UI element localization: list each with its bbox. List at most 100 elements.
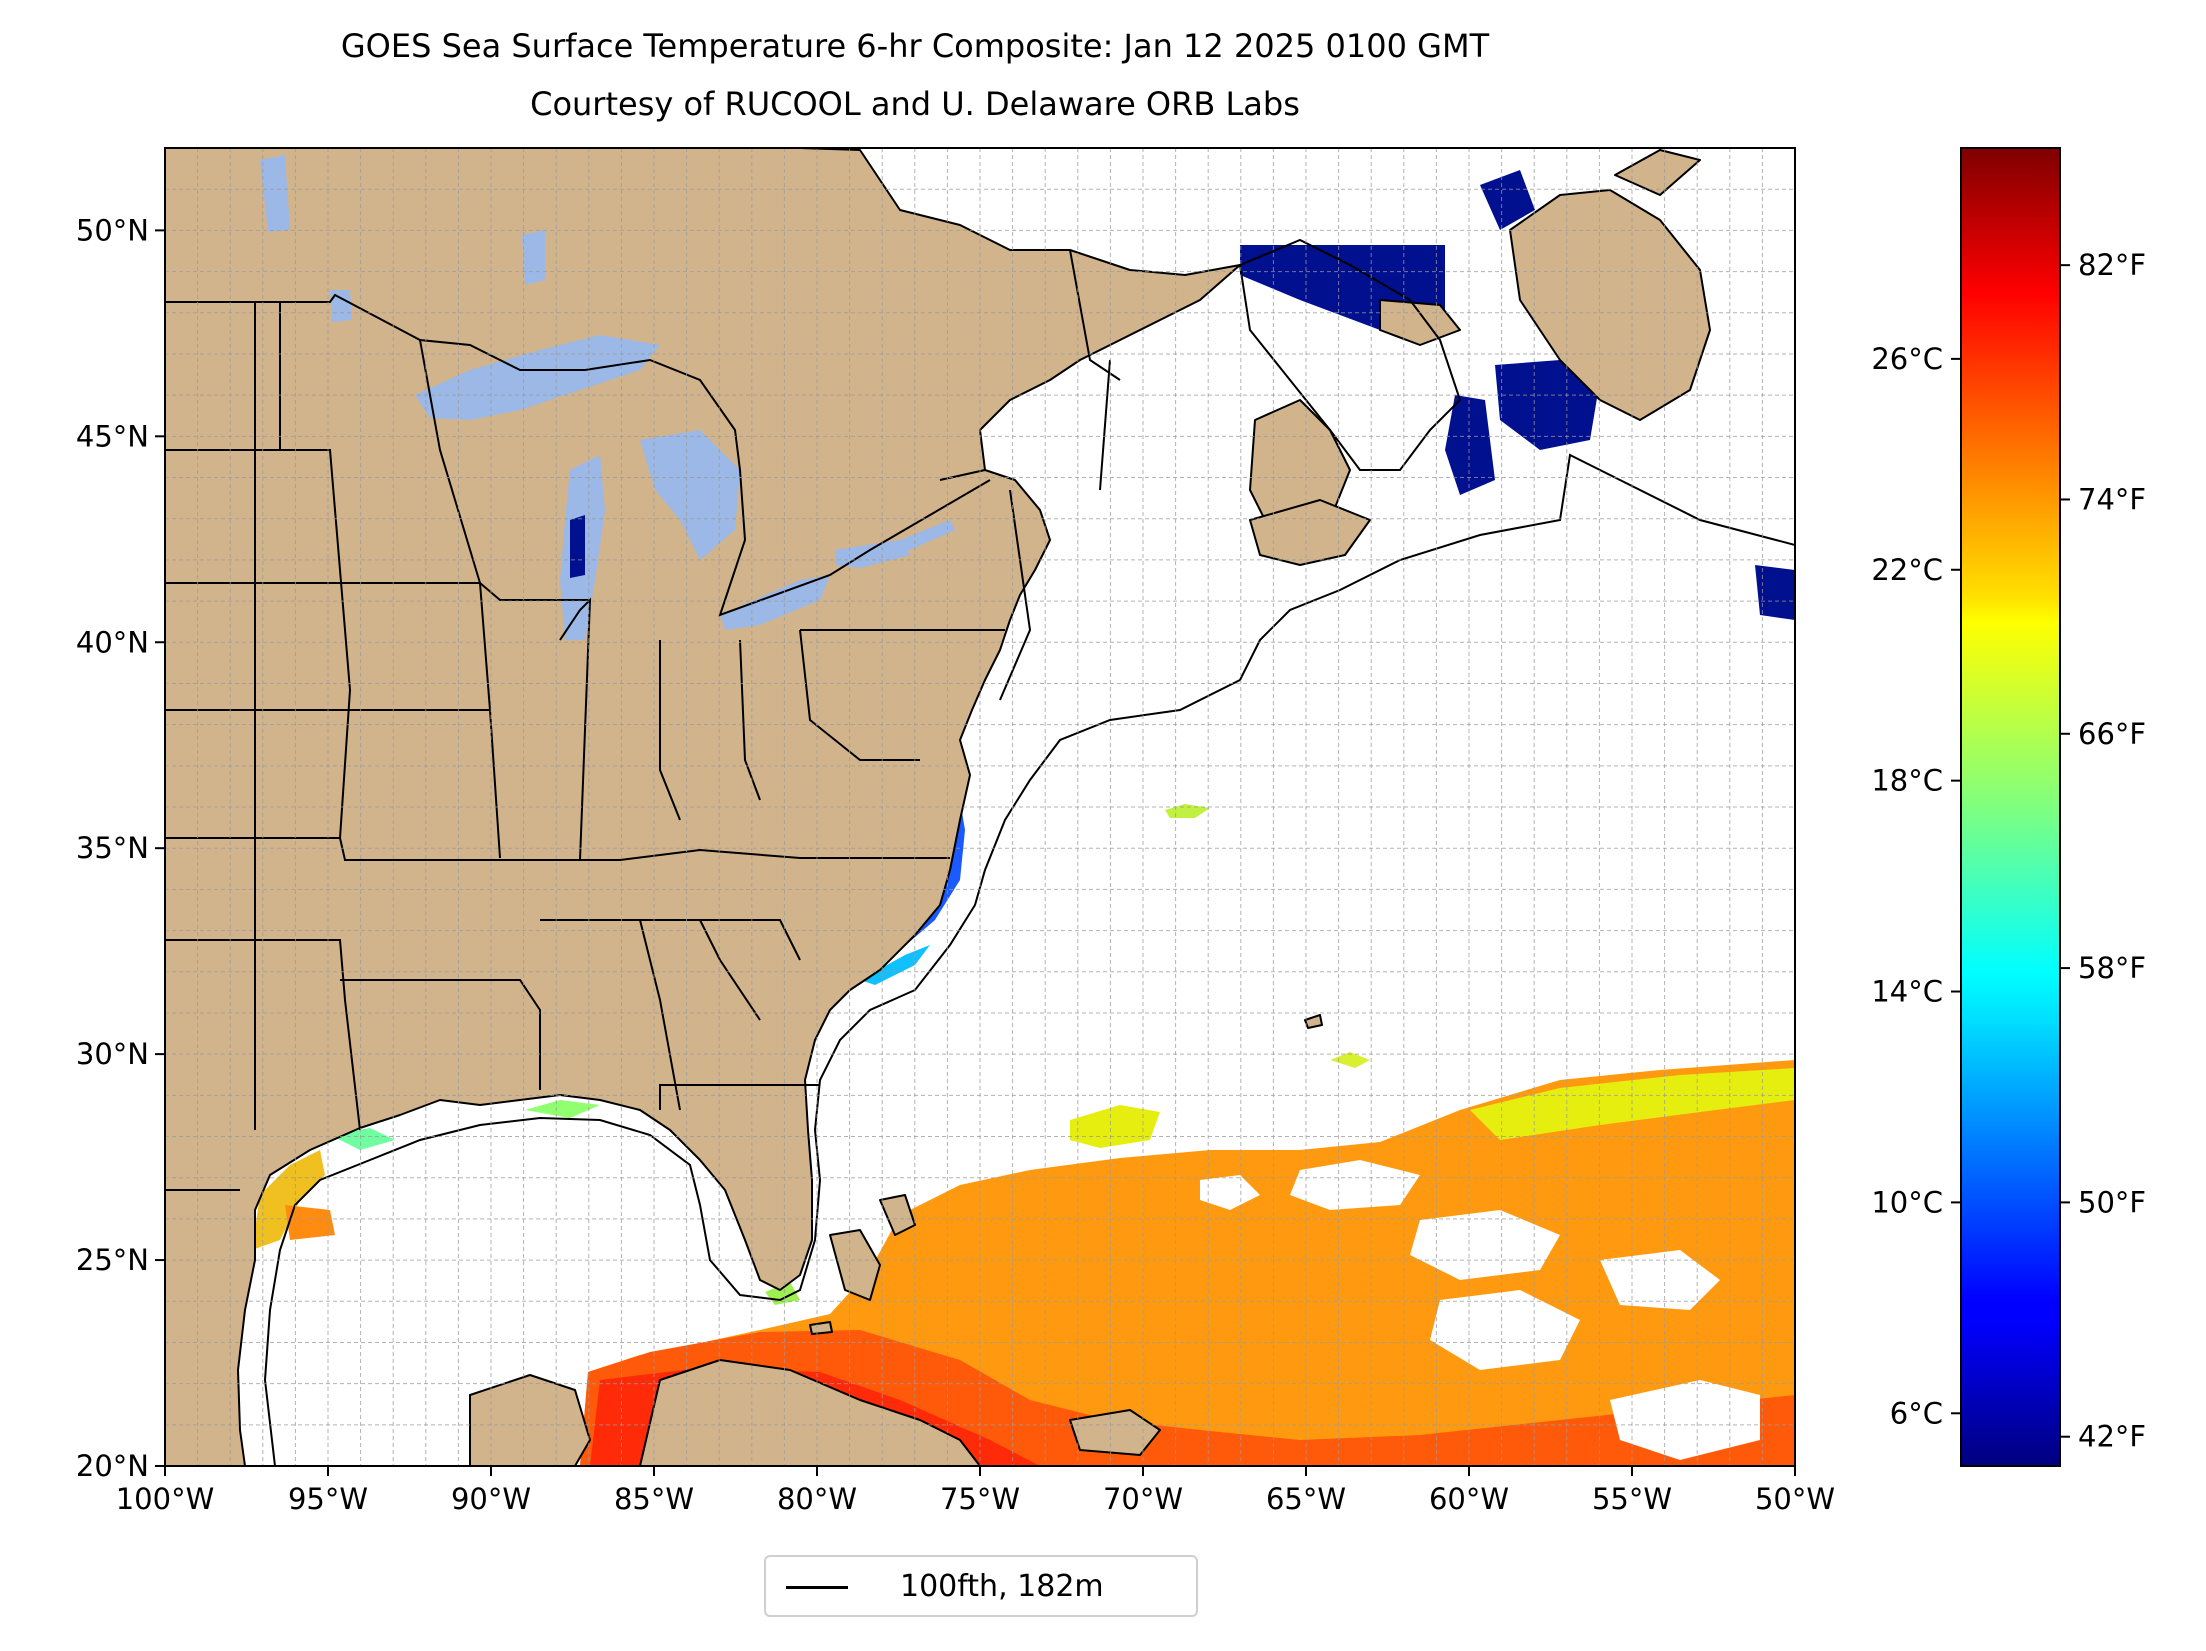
cloud-gap [1290, 1160, 1420, 1210]
lon-tick-label: 50°W [1755, 1482, 1835, 1516]
border-line [799, 629, 920, 761]
celsius-tick-label: 26°C [1871, 342, 1943, 376]
cloud-gap [1200, 1175, 1260, 1210]
lon-tick-label: 100°W [116, 1482, 215, 1516]
st-lawrence-river [900, 520, 955, 552]
border-line [165, 837, 950, 861]
lake-winnipeg [260, 155, 290, 232]
graticule [165, 148, 1795, 1466]
border-line [659, 1084, 820, 1110]
border-line [999, 489, 1032, 701]
lon-tick-label: 55°W [1592, 1482, 1672, 1516]
celsius-tick-label: 6°C [1890, 1396, 1943, 1430]
map-panel [165, 148, 1795, 1466]
sst-small-patch [1330, 1052, 1370, 1068]
latitude-axis: 20°N 25°N 30°N 35°N 40°N 45°N 50°N [76, 213, 165, 1483]
celsius-tick-label: 10°C [1871, 1185, 1943, 1219]
bahamas-andros [829, 1229, 881, 1301]
lake-nipigon [522, 230, 545, 285]
sst-gulf-west [252, 1150, 325, 1250]
cloud-gap [1410, 1210, 1560, 1280]
cloud-gap [1610, 1380, 1760, 1460]
celsius-tick-label: 22°C [1871, 553, 1943, 587]
nova-scotia-south [1249, 499, 1371, 566]
border-line [165, 582, 590, 601]
sst-cabot-strait [1445, 395, 1495, 495]
isobath-100fth [263, 238, 1795, 1466]
bermuda [1304, 1014, 1323, 1029]
sst-gulf-fringe [525, 1100, 600, 1118]
fahrenheit-tick-label: 42°F [2078, 1420, 2146, 1454]
border-line [640, 919, 761, 1021]
lake-erie [720, 575, 830, 630]
legend-isobath-line [786, 1586, 848, 1589]
fahrenheit-tick-label: 82°F [2078, 248, 2146, 282]
lat-tick-label: 45°N [76, 419, 149, 453]
map-legend: 100fth, 182m [764, 1555, 1198, 1617]
great-lakes [260, 155, 955, 640]
us-canada-border [165, 293, 991, 617]
yucatan [469, 1374, 591, 1466]
border-line [540, 919, 681, 1111]
border-line [419, 339, 501, 859]
lake-winnipeg-south [330, 290, 352, 322]
cuba [639, 1359, 981, 1466]
isobath-gulf-stlawrence [1238, 238, 1462, 471]
sst-grand-banks [1755, 565, 1795, 620]
map-subtitle: Courtesy of RUCOOL and U. Delaware ORB L… [530, 85, 1300, 123]
border-line [559, 597, 592, 861]
hispaniola [1069, 1409, 1161, 1456]
colorbar-celsius-axis: 6°C 10°C 14°C 18°C 22°C 26°C [1871, 342, 1961, 1430]
lon-tick-label: 95°W [288, 1482, 368, 1516]
lake-huron [640, 430, 740, 560]
lon-tick-label: 65°W [1266, 1482, 1346, 1516]
border-line [739, 639, 761, 801]
fahrenheit-tick-label: 66°F [2078, 717, 2146, 751]
fahrenheit-tick-label: 58°F [2078, 951, 2146, 985]
border-line [1099, 359, 1111, 491]
lat-tick-label: 30°N [76, 1037, 149, 1071]
border-line [279, 302, 352, 839]
colorbar-fahrenheit-axis: 42°F 50°F 58°F 66°F 74°F 82°F [2060, 248, 2146, 1454]
lat-tick-label: 25°N [76, 1243, 149, 1277]
lon-tick-label: 90°W [451, 1482, 531, 1516]
celsius-tick-label: 14°C [1871, 975, 1943, 1009]
lake-superior [415, 335, 660, 420]
newfoundland [1509, 189, 1711, 421]
labrador-coast [1614, 149, 1701, 196]
longitude-axis: 100°W 95°W 90°W 85°W 80°W 75°W 70°W 65°W 60°W 55°… [116, 1466, 1835, 1516]
lon-tick-label: 60°W [1429, 1482, 1509, 1516]
cloud-gap [1600, 1250, 1720, 1310]
lon-tick-label: 75°W [940, 1482, 1020, 1516]
lat-tick-label: 50°N [76, 213, 149, 247]
isobath-main [263, 453, 1795, 1466]
fahrenheit-tick-label: 50°F [2078, 1185, 2146, 1219]
lon-tick-label: 85°W [614, 1482, 694, 1516]
sst-coastal-cool [860, 945, 930, 985]
cloud-gap [1430, 1290, 1580, 1370]
lake-michigan-cold [570, 515, 585, 578]
bahamas-abaco [879, 1194, 916, 1236]
lon-tick-label: 70°W [1103, 1482, 1183, 1516]
sst-yellow-patch [1070, 1105, 1160, 1148]
border-line [700, 919, 801, 961]
map-title: GOES Sea Surface Temperature 6-hr Compos… [340, 27, 1490, 65]
lat-tick-label: 20°N [76, 1449, 149, 1483]
border-line [659, 640, 681, 821]
lat-tick-label: 40°N [76, 625, 149, 659]
sst-gulf-west-warm [285, 1205, 335, 1240]
lat-tick-label: 35°N [76, 831, 149, 865]
border-line [340, 979, 541, 1090]
political-borders [165, 249, 1121, 1191]
sst-newfoundland-south [1495, 360, 1600, 450]
sst-labrador [1480, 170, 1535, 230]
border-line [165, 939, 361, 1131]
celsius-tick-label: 18°C [1871, 764, 1943, 798]
fahrenheit-tick-label: 74°F [2078, 482, 2146, 516]
lon-tick-label: 80°W [777, 1482, 857, 1516]
prince-edward-island [1379, 299, 1461, 346]
cay-island [809, 1321, 833, 1335]
colorbar [1960, 147, 2061, 1467]
legend-isobath-label: 100fth, 182m [900, 1569, 1104, 1604]
